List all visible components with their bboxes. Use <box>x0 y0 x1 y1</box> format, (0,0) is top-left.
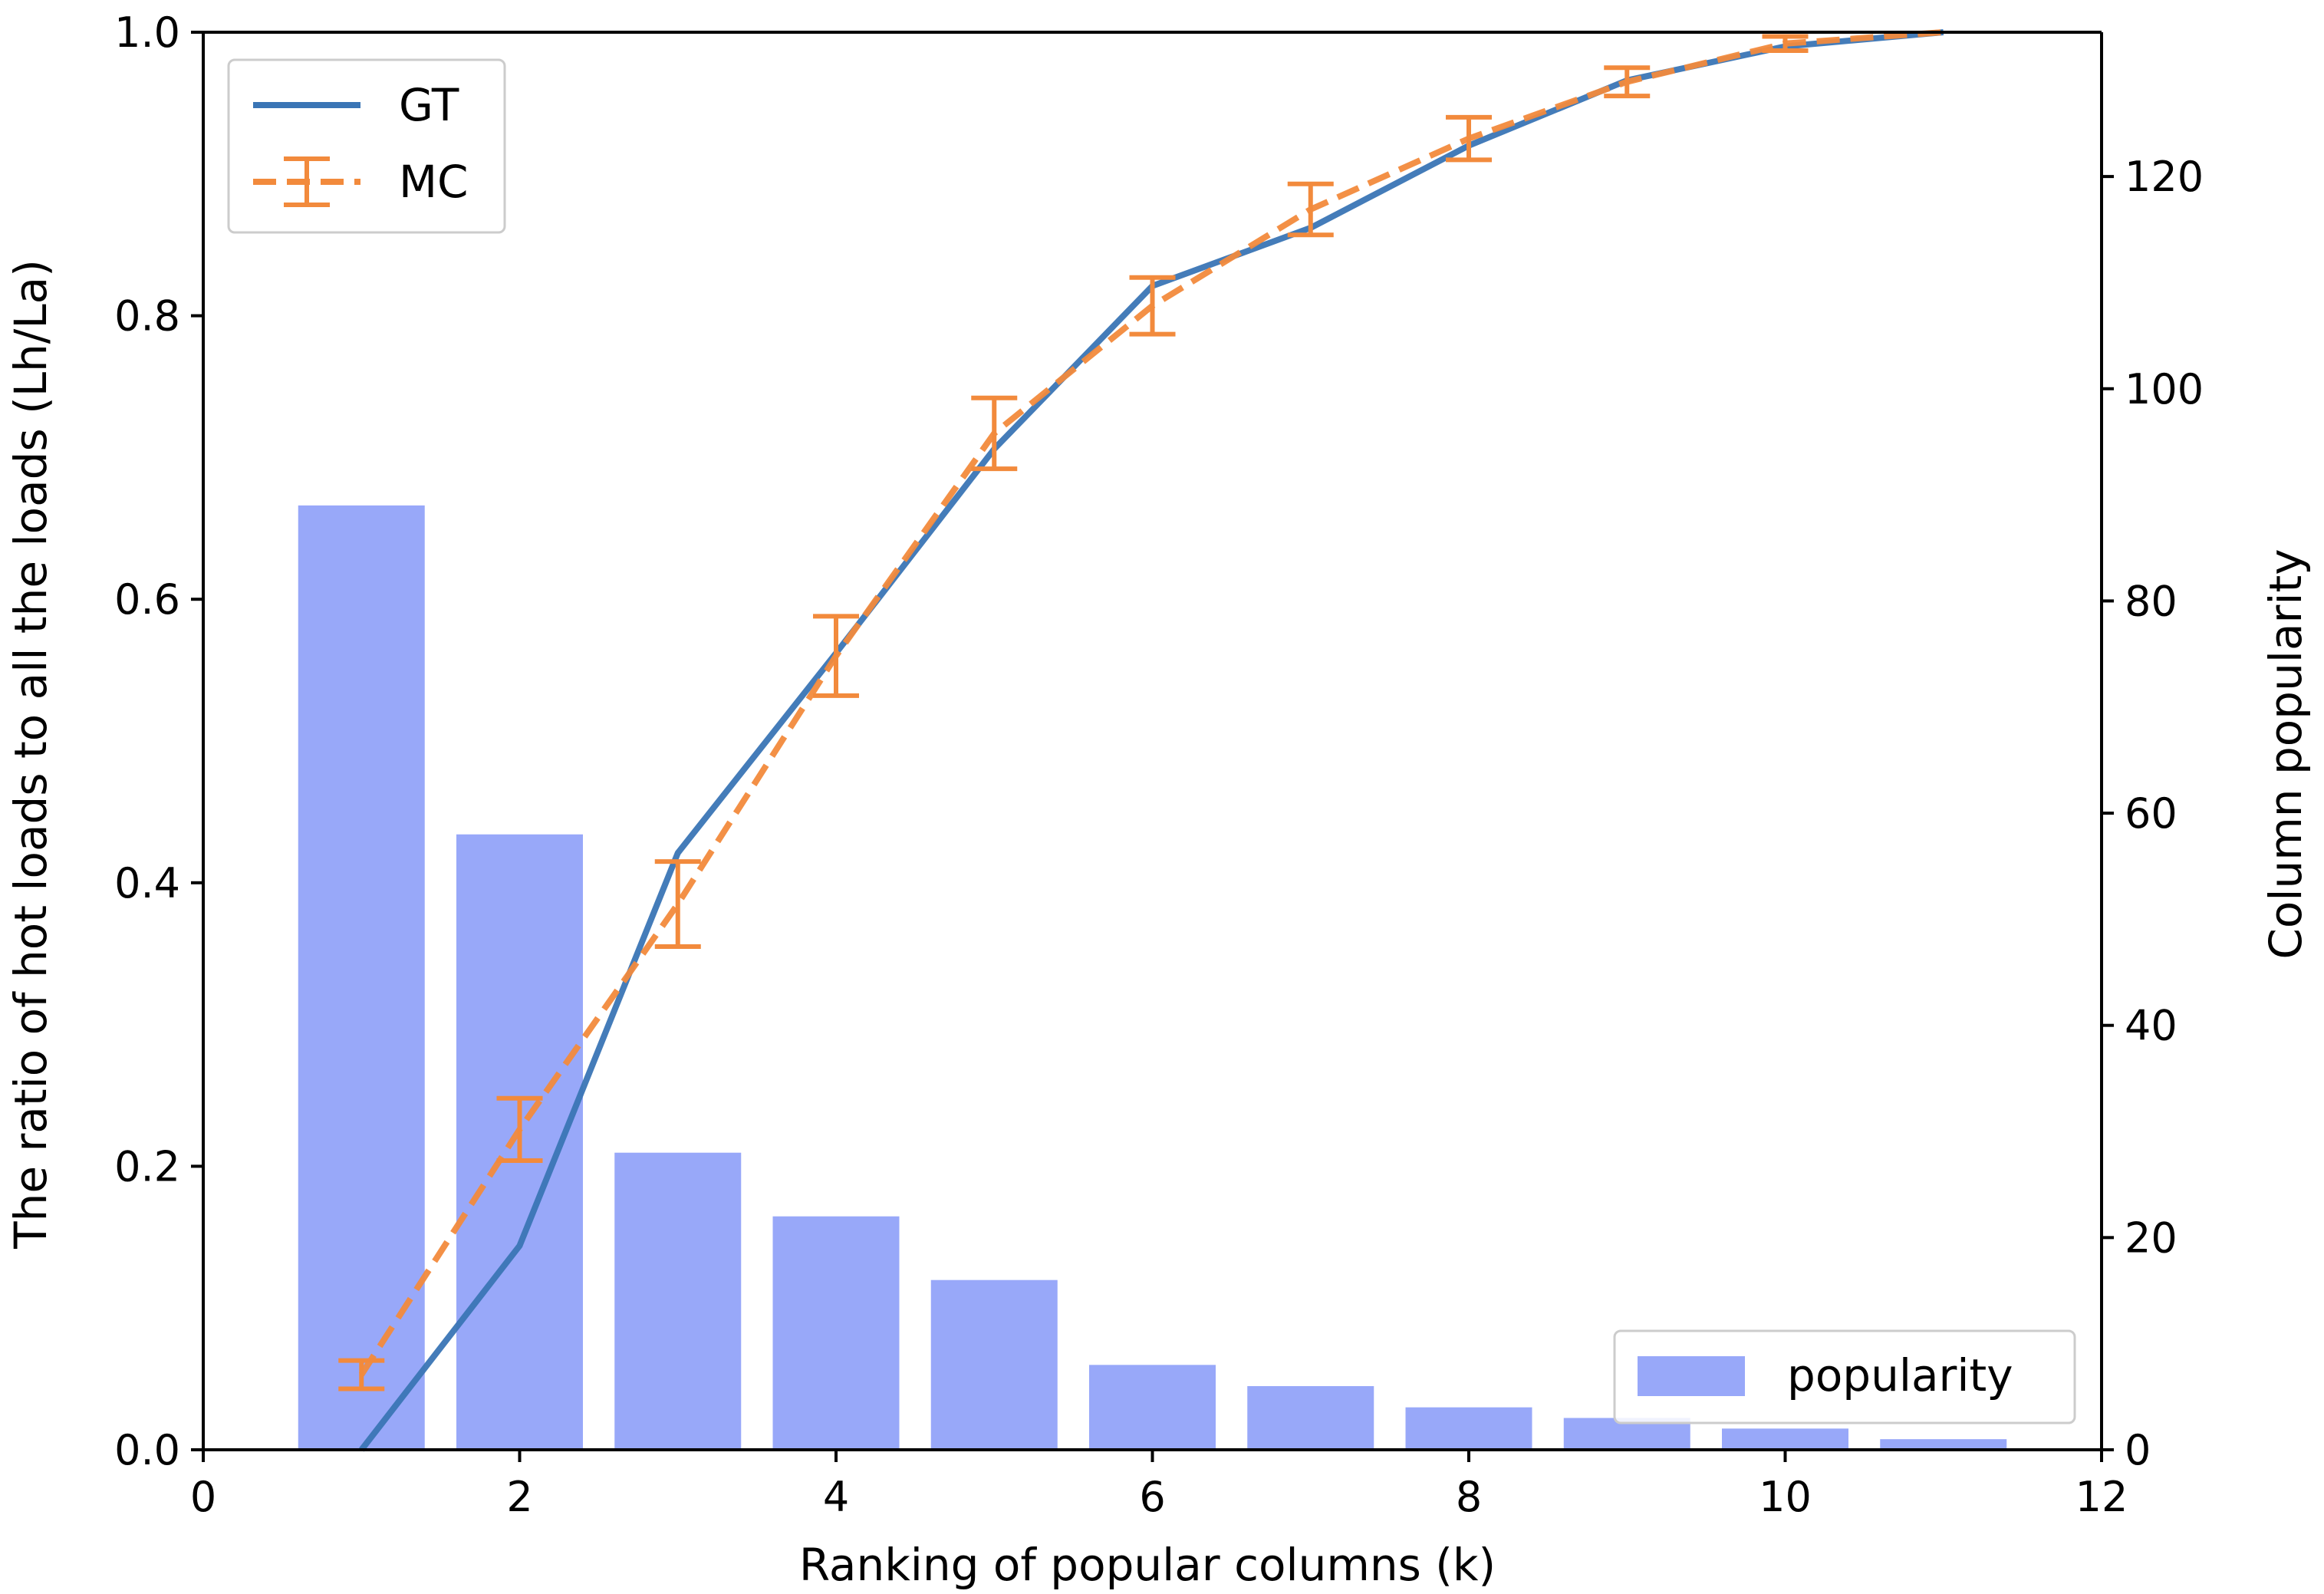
popularity-bar <box>1405 1407 1532 1450</box>
x-tick-label: 6 <box>1139 1473 1165 1521</box>
y-axis-label: The ratio of hot loads to all the loads … <box>5 259 57 1250</box>
y-tick-label: 0.6 <box>114 575 180 624</box>
x-tick-label: 12 <box>2075 1473 2128 1521</box>
legend-gt-label: GT <box>399 79 459 131</box>
x-tick-label: 10 <box>1759 1473 1812 1521</box>
x-tick-label: 2 <box>506 1473 532 1521</box>
y-tick-label: 0.4 <box>114 859 180 907</box>
popularity-bar <box>1247 1386 1374 1450</box>
bar-legend-box <box>1613 1329 2076 1424</box>
y-tick-label: 1.0 <box>114 8 180 57</box>
popularity-bar <box>772 1216 900 1450</box>
legend-popularity-swatch <box>1638 1356 1745 1396</box>
x-tick-label: 8 <box>1456 1473 1482 1521</box>
x-axis-label: Ranking of popular columns (k) <box>799 1539 1496 1591</box>
data-lines <box>338 29 1944 1452</box>
y2-tick-label: 60 <box>2125 789 2178 838</box>
y2-tick-label: 40 <box>2125 1002 2178 1050</box>
x-tick-label: 0 <box>190 1473 216 1521</box>
popularity-bars <box>298 505 2007 1451</box>
popularity-bar <box>1722 1428 1848 1450</box>
popularity-bar <box>298 505 425 1451</box>
y2-tick-label: 0 <box>2125 1426 2151 1474</box>
y-tick-label: 0.8 <box>114 292 180 341</box>
y2-tick-label: 20 <box>2125 1214 2178 1262</box>
y2-tick-label: 100 <box>2125 365 2204 413</box>
popularity-bar <box>930 1279 1058 1450</box>
axes: 0 2 4 6 8 10 12 0.0 0.2 0.4 0.6 0.8 1.0 0 20 40 60 80 100 1… <box>114 8 2204 1521</box>
popularity-bar <box>1880 1439 2007 1450</box>
y-tick-label: 0.2 <box>114 1142 180 1191</box>
y2-tick-label: 80 <box>2125 577 2178 625</box>
y2-tick-label: 120 <box>2125 153 2204 201</box>
legends: GT MC popularity <box>227 58 2076 1424</box>
popularity-bar <box>1089 1365 1216 1450</box>
x-tick-label: 4 <box>823 1473 849 1521</box>
legend-popularity-label: popularity <box>1787 1349 2013 1401</box>
y2-axis-label: Column popularity <box>2260 548 2312 959</box>
popularity-bar <box>614 1152 742 1450</box>
legend-mc-label: MC <box>399 156 469 208</box>
y-tick-label: 0.0 <box>114 1426 180 1474</box>
